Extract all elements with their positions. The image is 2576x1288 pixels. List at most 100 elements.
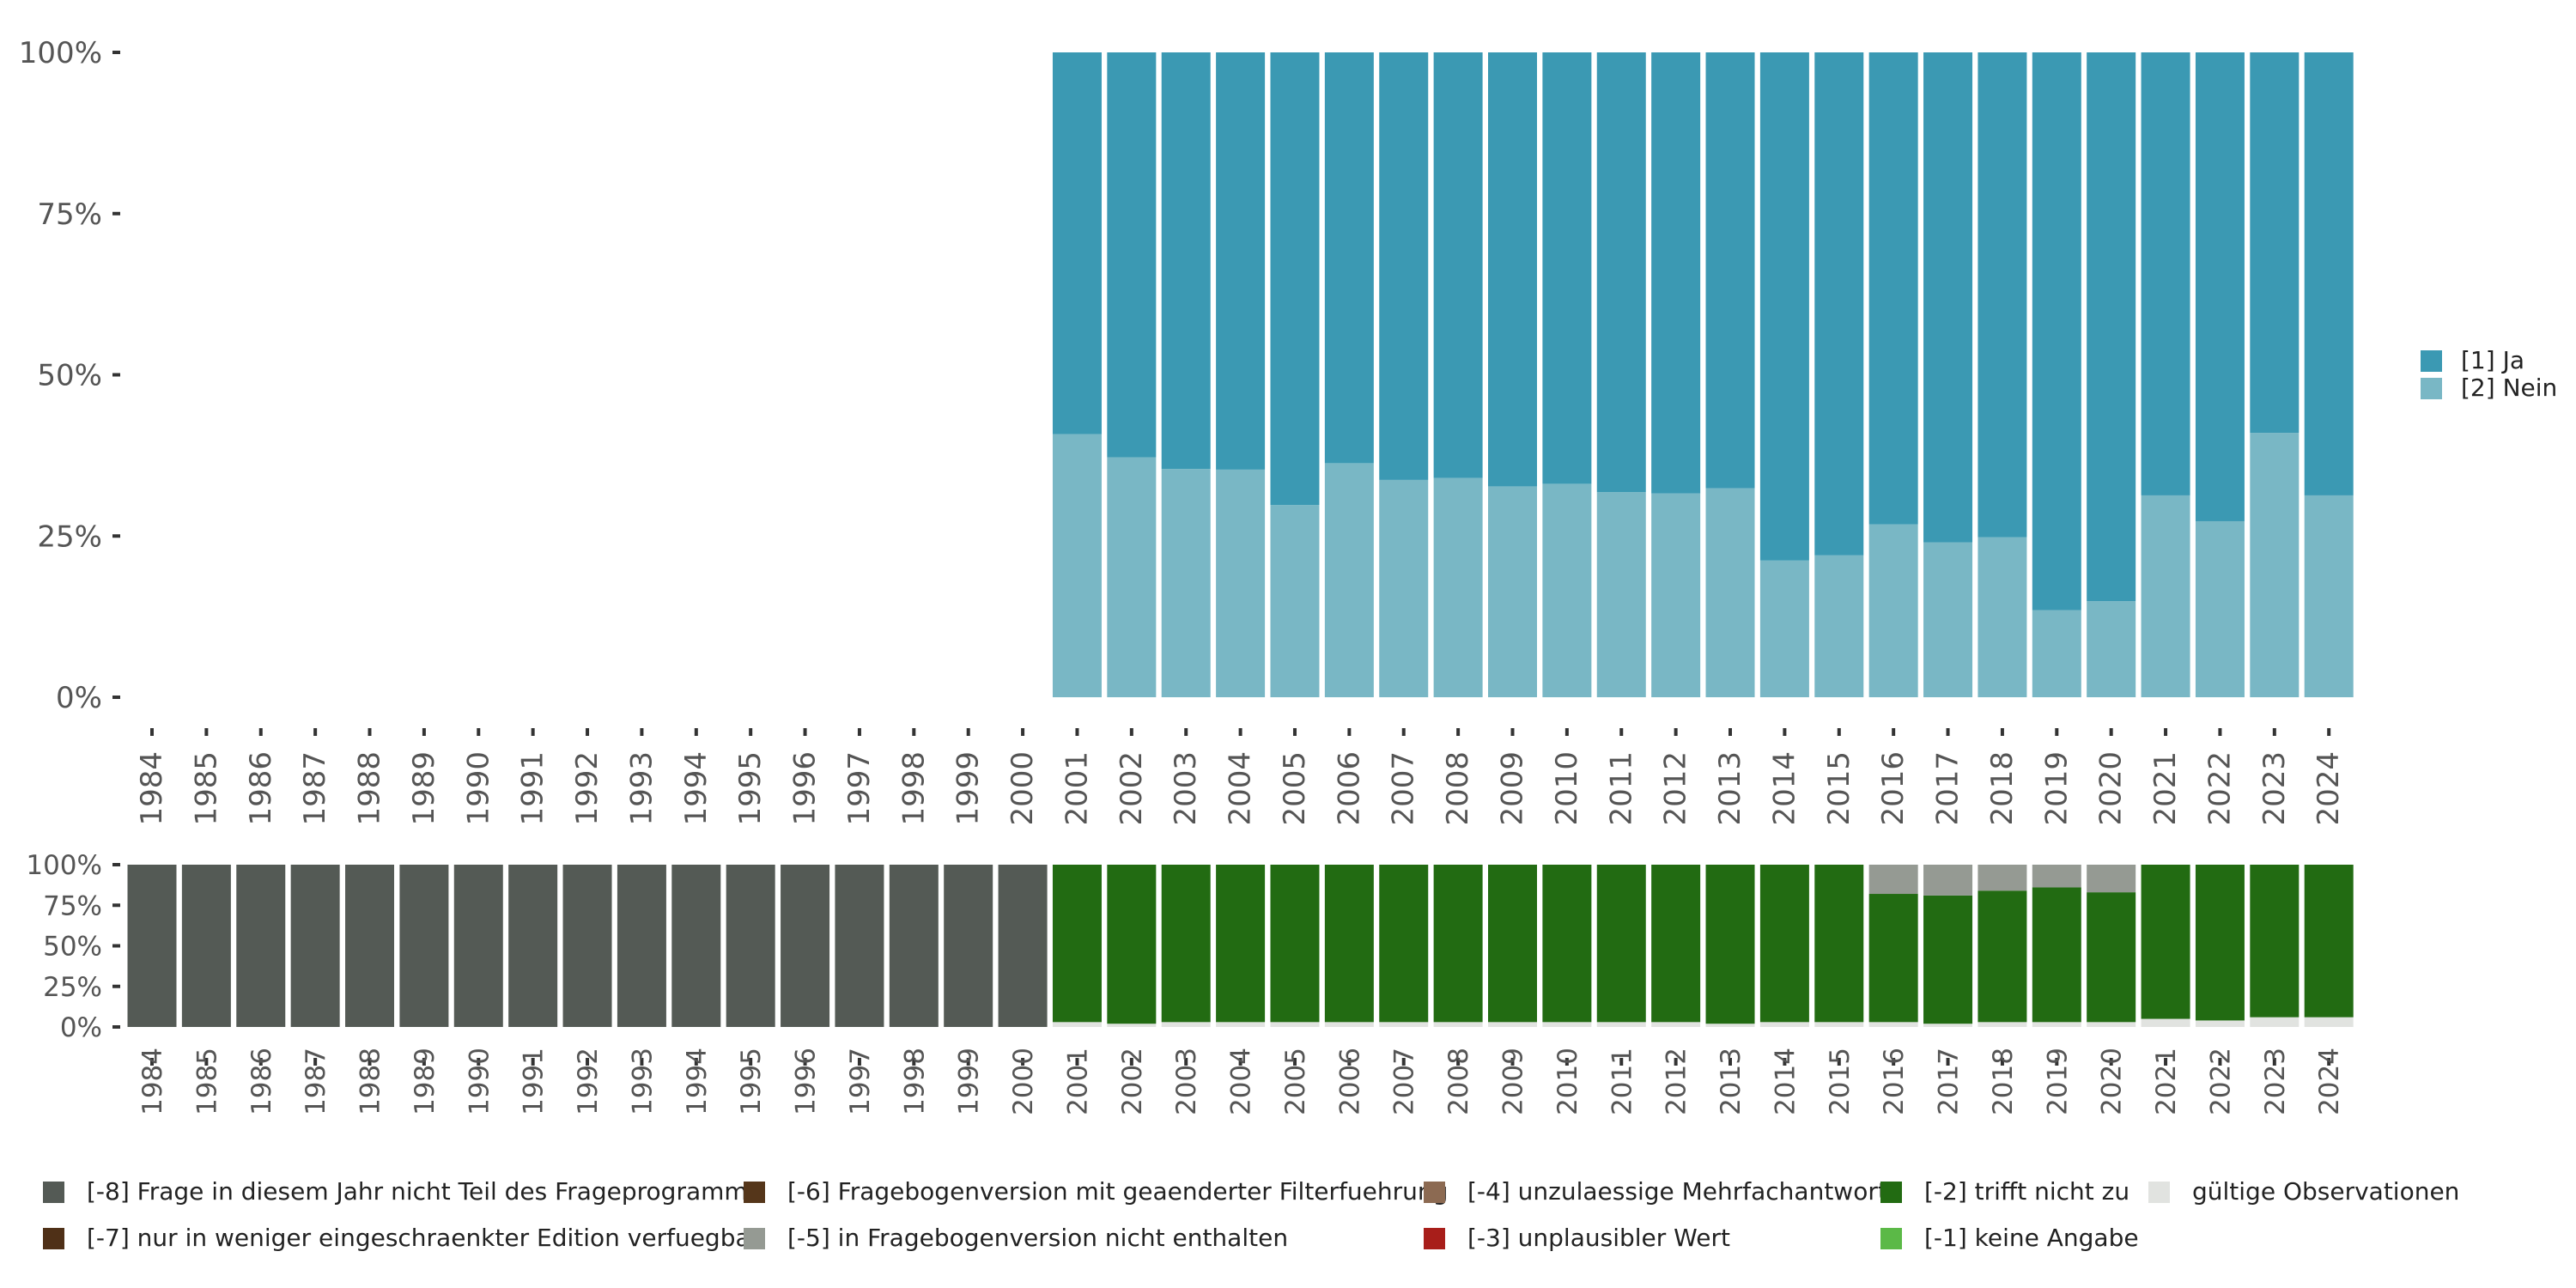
top-bar-segment bbox=[2304, 52, 2354, 495]
bottom-bar-segment bbox=[1379, 865, 1429, 1023]
top-bar-segment bbox=[1270, 505, 1320, 697]
top-bar-segment bbox=[1814, 555, 1864, 697]
bottom-legend-swatch bbox=[1424, 1228, 1445, 1249]
bottom-x-tick-label: 2021 bbox=[2151, 1048, 2182, 1115]
top-bar-segment bbox=[1596, 52, 1646, 493]
bottom-bar-segment bbox=[2032, 887, 2081, 1023]
bottom-legend-label: [-7] nur in weniger eingeschraenkter Edi… bbox=[87, 1224, 761, 1252]
bottom-bar-segment bbox=[2087, 1022, 2136, 1027]
bottom-bar-segment bbox=[290, 865, 340, 1027]
top-x-tick-label: 1992 bbox=[570, 751, 605, 826]
top-x-tick-label: 2015 bbox=[1822, 751, 1856, 826]
bottom-bar-segment bbox=[2032, 1022, 2081, 1027]
bottom-x-tick-label: 2009 bbox=[1498, 1048, 1529, 1115]
bottom-bar-segment bbox=[1596, 865, 1646, 1023]
bottom-legend-swatch bbox=[1880, 1182, 1902, 1203]
top-bar-segment bbox=[1433, 477, 1483, 697]
bottom-x-tick-label: 2005 bbox=[1280, 1048, 1311, 1115]
bottom-legend-label: [-8] Frage in diesem Jahr nicht Teil des… bbox=[87, 1177, 760, 1206]
bottom-x-tick-label: 2012 bbox=[1662, 1048, 1692, 1115]
top-bar-segment bbox=[1596, 492, 1646, 697]
top-x-tick-label: 1998 bbox=[896, 751, 931, 826]
legend-swatch bbox=[2421, 378, 2442, 399]
bottom-bar-segment bbox=[1270, 1022, 1320, 1027]
top-x-tick-label: 2001 bbox=[1060, 751, 1094, 826]
bottom-bar-segment bbox=[1542, 1022, 1592, 1027]
bottom-bar-segment bbox=[1433, 865, 1483, 1023]
bottom-x-tick-label: 2019 bbox=[2042, 1048, 2073, 1115]
bottom-legend-swatch bbox=[43, 1228, 64, 1249]
top-bar-segment bbox=[1161, 52, 1211, 470]
bottom-x-tick-label: 2013 bbox=[1716, 1048, 1747, 1115]
top-x-tick-label: 1988 bbox=[353, 751, 387, 826]
top-bar-segment bbox=[1978, 52, 2027, 538]
bottom-x-tick-label: 1999 bbox=[954, 1048, 985, 1115]
bottom-x-tick-label: 2008 bbox=[1443, 1048, 1474, 1115]
top-bar-segment bbox=[1868, 52, 1918, 525]
bottom-bar-segment bbox=[617, 865, 666, 1027]
top-x-tick-label: 1996 bbox=[788, 751, 823, 826]
top-bar-segment bbox=[2250, 52, 2300, 434]
top-bar-segment bbox=[2141, 495, 2190, 697]
bottom-bar-segment bbox=[1324, 865, 1374, 1023]
bottom-bar-segment bbox=[1705, 1024, 1755, 1027]
top-bar-segment bbox=[1705, 52, 1755, 489]
top-x-tick-label: 1993 bbox=[624, 751, 659, 826]
bottom-bar-segment bbox=[1270, 865, 1320, 1023]
bottom-bar-segment bbox=[2304, 865, 2354, 1018]
bottom-legend-swatch bbox=[744, 1228, 765, 1249]
bottom-bar-segment bbox=[1868, 865, 1918, 895]
bottom-bar-segment bbox=[1651, 865, 1701, 1023]
bottom-bar-segment bbox=[2141, 865, 2190, 1019]
bottom-bar-segment bbox=[1868, 1022, 1918, 1027]
bottom-bar-segment bbox=[562, 865, 612, 1027]
top-y-tick-label: 25% bbox=[37, 519, 102, 554]
bottom-bar-segment bbox=[1596, 1022, 1646, 1027]
bottom-bar-segment bbox=[781, 865, 830, 1027]
bottom-x-tick-label: 1998 bbox=[899, 1048, 930, 1115]
bottom-legend-label: [-6] Fragebogenversion mit geaenderter F… bbox=[787, 1177, 1448, 1206]
top-x-tick-label: 1987 bbox=[298, 751, 332, 826]
bottom-bar-segment bbox=[236, 865, 286, 1027]
bottom-bar-segment bbox=[671, 865, 721, 1027]
bottom-bar-segment bbox=[1433, 1022, 1483, 1027]
bottom-bar-segment bbox=[726, 865, 775, 1027]
top-bar-segment bbox=[2032, 52, 2081, 611]
bottom-x-tick-label: 1993 bbox=[627, 1048, 658, 1115]
bottom-bar-segment bbox=[1488, 1022, 1537, 1027]
legend-label: [1] Ja bbox=[2461, 346, 2524, 374]
top-bar-segment bbox=[1433, 52, 1483, 478]
bottom-y-tick-label: 50% bbox=[43, 932, 102, 963]
top-x-tick-label: 2021 bbox=[2148, 751, 2183, 826]
bottom-x-tick-label: 1987 bbox=[301, 1048, 331, 1115]
bottom-bar-segment bbox=[1814, 865, 1864, 1023]
bottom-x-tick-label: 2002 bbox=[1117, 1048, 1148, 1115]
top-x-tick-label: 2011 bbox=[1604, 751, 1638, 826]
bottom-bar-segment bbox=[2141, 1018, 2190, 1027]
top-bar-segment bbox=[2195, 52, 2245, 521]
bottom-x-tick-label: 2020 bbox=[2097, 1048, 2128, 1115]
top-bar-segment bbox=[1488, 486, 1537, 697]
bottom-legend-swatch bbox=[2148, 1182, 2170, 1203]
bottom-legend-swatch bbox=[744, 1182, 765, 1203]
top-bar-segment bbox=[2087, 601, 2136, 697]
top-bar-segment bbox=[1324, 463, 1374, 697]
top-x-tick-label: 1990 bbox=[461, 751, 495, 826]
top-bar-segment bbox=[1107, 457, 1157, 697]
bottom-x-tick-label: 1996 bbox=[791, 1048, 822, 1115]
bottom-bar-segment bbox=[1216, 865, 1266, 1023]
top-x-tick-label: 2020 bbox=[2094, 751, 2129, 826]
top-bar-segment bbox=[1107, 52, 1157, 458]
top-bar-segment bbox=[2250, 433, 2300, 697]
top-x-tick-label: 2009 bbox=[1496, 751, 1530, 826]
bottom-bar-segment bbox=[889, 865, 939, 1027]
bottom-x-tick-label: 2018 bbox=[1988, 1048, 2019, 1115]
bottom-bar-segment bbox=[1324, 1022, 1374, 1027]
bottom-legend-label: [-4] unzulaessige Mehrfachantwort bbox=[1467, 1177, 1887, 1206]
top-bar-segment bbox=[1651, 493, 1701, 697]
bottom-bar-segment bbox=[1107, 865, 1157, 1024]
bottom-y-tick-label: 75% bbox=[43, 890, 102, 921]
top-bar-segment bbox=[2141, 52, 2190, 495]
bottom-legend-label: [-1] keine Angabe bbox=[1924, 1224, 2139, 1252]
